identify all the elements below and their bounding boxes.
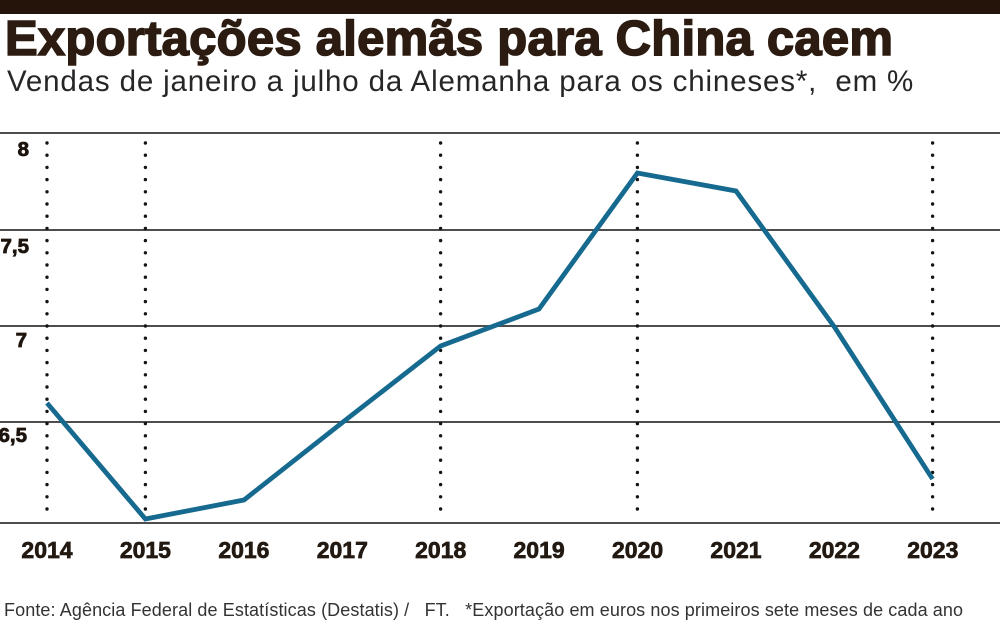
svg-text:2017: 2017: [317, 537, 368, 563]
svg-text:2018: 2018: [415, 537, 466, 563]
svg-text:2016: 2016: [218, 537, 269, 563]
svg-text:2015: 2015: [120, 537, 171, 563]
svg-text:7: 7: [16, 329, 27, 352]
svg-text:7,5: 7,5: [1, 235, 30, 258]
svg-text:2014: 2014: [21, 537, 72, 563]
svg-text:Vendas de janeiro a julho da A: Vendas de janeiro a julho da Alemanha pa…: [7, 65, 914, 98]
svg-text:2019: 2019: [514, 537, 565, 563]
svg-text:2023: 2023: [907, 537, 958, 563]
svg-text:8: 8: [18, 138, 29, 161]
svg-text:Exportações alemãs para China: Exportações alemãs para China caem: [5, 12, 893, 66]
svg-text:Fonte: Agência Federal de Esta: Fonte: Agência Federal de Estatísticas (…: [4, 600, 963, 620]
svg-text:2021: 2021: [710, 537, 761, 563]
svg-text:2020: 2020: [612, 537, 663, 563]
svg-text:6,5: 6,5: [0, 424, 27, 447]
svg-text:2022: 2022: [809, 537, 860, 563]
